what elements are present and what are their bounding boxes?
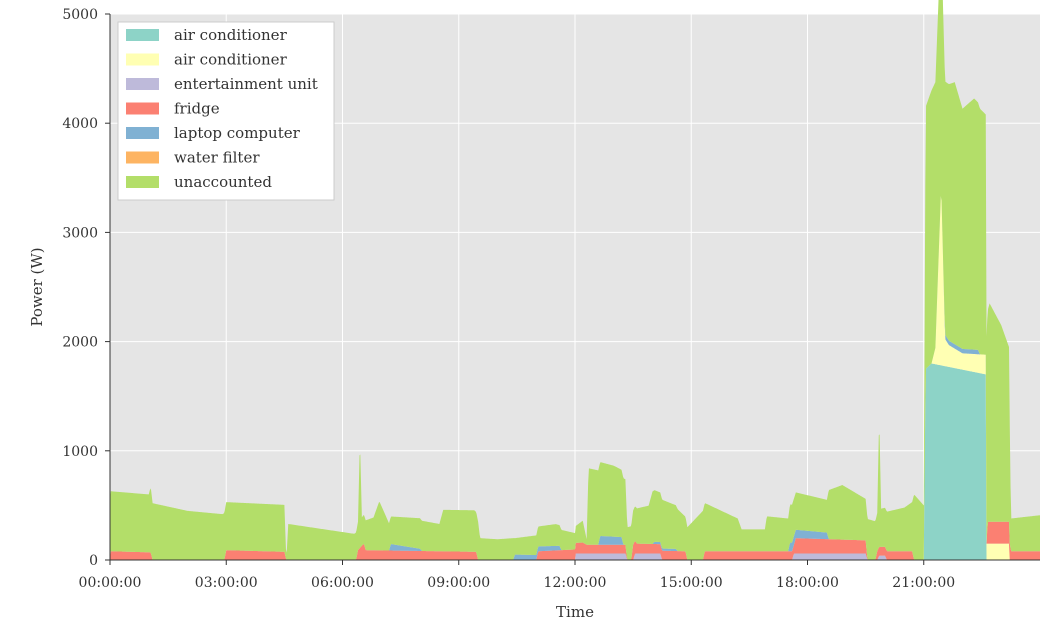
y-tick-label: 0 — [89, 553, 98, 569]
legend-label: laptop computer — [174, 124, 301, 142]
legend-label: air conditioner — [174, 51, 288, 69]
y-tick-label: 3000 — [62, 225, 98, 241]
legend-label: air conditioner — [174, 26, 288, 44]
y-tick-label: 4000 — [62, 116, 98, 132]
x-tick-label: 18:00:00 — [776, 575, 839, 591]
y-axis-label: Power (W) — [28, 247, 46, 326]
series-areas — [110, 0, 1040, 561]
legend-swatch — [126, 151, 159, 164]
legend-label: entertainment unit — [174, 75, 318, 93]
series-area-0 — [110, 363, 1040, 560]
y-tick-label: 2000 — [62, 335, 98, 351]
y-tick-label: 1000 — [62, 444, 98, 460]
legend-label: unaccounted — [174, 173, 272, 191]
legend-swatch — [126, 29, 159, 41]
legend-swatch — [126, 53, 159, 66]
x-tick-label: 00:00:00 — [79, 575, 142, 591]
y-tick-label: 5000 — [62, 7, 98, 23]
x-tick-label: 09:00:00 — [427, 575, 490, 591]
legend-swatch — [126, 102, 159, 115]
x-axis-label: Time — [556, 603, 594, 621]
legend-swatch — [126, 176, 159, 188]
axes: 00:00:00 03:00:00 06:00:00 09:00:00 12:00:00… — [62, 7, 1040, 591]
x-tick-label: 21:00:00 — [892, 575, 955, 591]
legend-label: water filter — [174, 149, 260, 167]
legend: air conditioner air conditioner entertainm… — [117, 21, 335, 201]
x-tick-label: 12:00:00 — [544, 575, 607, 591]
legend-swatch — [126, 78, 159, 90]
legend-swatch — [126, 127, 159, 139]
legend-label: fridge — [174, 100, 220, 118]
x-tick-label: 03:00:00 — [195, 575, 258, 591]
x-tick-label: 06:00:00 — [311, 575, 374, 591]
x-tick-label: 15:00:00 — [660, 575, 723, 591]
